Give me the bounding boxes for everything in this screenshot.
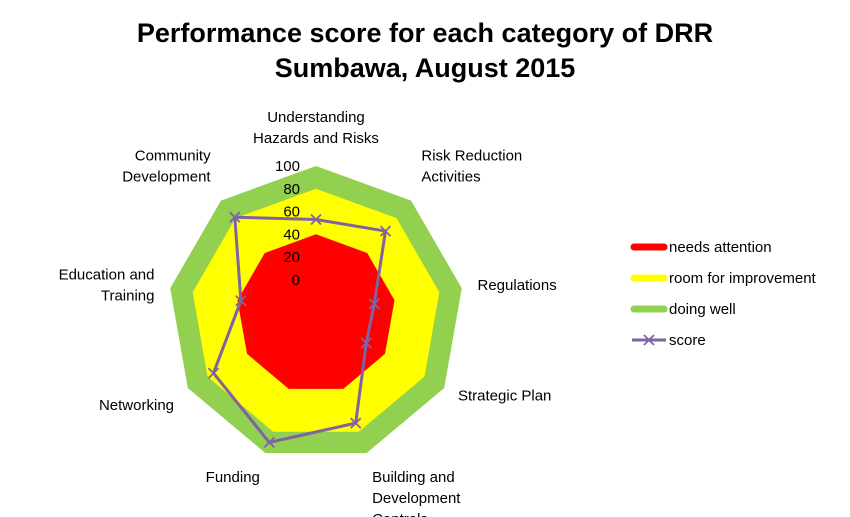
radial-tick-label: 40 <box>283 226 300 243</box>
radial-tick-label: 80 <box>283 181 300 198</box>
chart-title-line: Sumbawa, August 2015 <box>275 53 576 83</box>
category-label-line: Development <box>122 168 211 185</box>
score-marker <box>235 295 247 307</box>
legend-label: score <box>669 332 706 349</box>
category-label: Regulations <box>478 277 557 294</box>
legend: needs attention room for improvement doing… <box>630 239 817 349</box>
category-label: Funding <box>206 469 260 486</box>
category-labels: Understanding Hazards and Risks Risk Reduc… <box>59 109 557 517</box>
category-label-line: Hazards and Risks <box>253 130 379 147</box>
radial-tick-label: 0 <box>292 272 300 289</box>
category-label-line: Development <box>372 490 461 507</box>
chart-title: Performance score for each category of D… <box>137 18 713 83</box>
category-label: Community Development <box>122 147 211 185</box>
legend-item: score <box>632 332 706 349</box>
score-marker <box>368 298 380 310</box>
radial-tick-label: 20 <box>283 249 300 266</box>
score-marker <box>310 213 322 226</box>
category-label-line: Community <box>135 147 211 164</box>
category-label-line: Understanding <box>267 109 365 126</box>
category-label-line: Networking <box>99 397 174 414</box>
legend-item: room for improvement <box>630 270 817 287</box>
legend-item: doing well <box>630 301 736 318</box>
score-series <box>207 211 392 449</box>
band-needs-attention <box>237 234 395 389</box>
category-label: Networking <box>99 397 174 414</box>
score-marker <box>360 337 372 349</box>
chart-title-line: Performance score for each category of D… <box>137 18 713 48</box>
category-label: Education and Training <box>59 267 155 305</box>
legend-label: needs attention <box>669 239 772 256</box>
category-label-line: Education and <box>59 267 155 284</box>
category-label-line: Regulations <box>478 277 557 294</box>
score-line <box>212 215 387 444</box>
category-label: Risk Reduction Activities <box>421 147 522 185</box>
radial-tick-label: 100 <box>275 158 300 175</box>
category-label-line: Activities <box>421 168 480 185</box>
category-label-line: Building and <box>372 469 455 486</box>
score-marker <box>207 367 220 379</box>
radial-axis-ticks: 0 20 40 60 80 100 <box>275 158 300 289</box>
category-label-line: Training <box>101 288 155 305</box>
category-label: Strategic Plan <box>458 388 551 405</box>
legend-label: room for improvement <box>669 270 817 287</box>
score-marker <box>350 417 362 429</box>
category-label-line: Funding <box>206 469 260 486</box>
legend-label: doing well <box>669 301 736 318</box>
category-label-line: Risk Reduction <box>421 147 522 164</box>
radial-tick-label: 60 <box>283 204 300 221</box>
category-label: Building and Development Controls <box>372 469 461 517</box>
score-marker <box>379 225 392 237</box>
category-label-line: Strategic Plan <box>458 388 551 405</box>
category-label-line: Controls <box>372 511 428 517</box>
score-marker <box>263 436 275 449</box>
score-marker <box>229 211 241 223</box>
performance-bands <box>170 166 462 454</box>
category-label: Understanding Hazards and Risks <box>253 109 379 147</box>
legend-item: needs attention <box>630 239 772 256</box>
